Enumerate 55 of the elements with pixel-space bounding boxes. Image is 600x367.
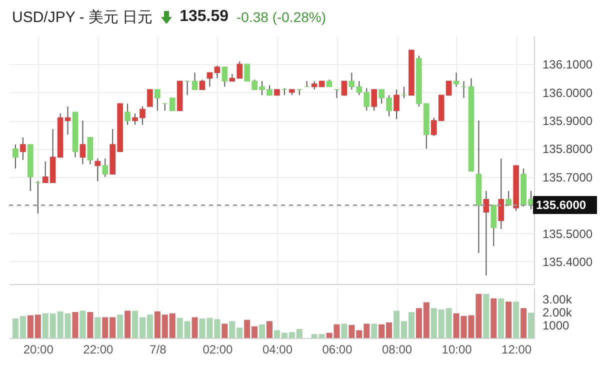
candlestick	[401, 86, 407, 98]
candlestick	[453, 72, 460, 88]
candlestick	[199, 79, 206, 90]
candlestick	[124, 103, 130, 126]
x-tick-label: 12:00	[502, 342, 532, 356]
candlestick	[192, 72, 198, 90]
y-tick-label: 1000	[542, 318, 570, 333]
candlestick	[147, 89, 153, 107]
candlestick	[169, 98, 176, 112]
candlestick	[483, 190, 490, 276]
candlestick	[206, 72, 213, 88]
candlestick	[12, 144, 18, 169]
y-tick-label: 135.9000	[542, 114, 593, 128]
y-tick-label: 136.0000	[542, 86, 593, 100]
candlestick	[80, 120, 86, 165]
candlestick	[371, 89, 378, 112]
candlestick	[394, 89, 400, 120]
candlestick	[64, 106, 71, 136]
y-tick-label: 135.5000	[542, 226, 593, 241]
x-tick-label: 04:00	[262, 342, 293, 356]
candlestick	[184, 80, 190, 96]
chart-subtitle: 135.59	[180, 8, 229, 26]
candlestick	[214, 65, 220, 79]
candlestick	[341, 80, 348, 96]
candlestick	[348, 72, 355, 90]
y-tick-label: 135.7000	[542, 170, 593, 184]
candlestick	[87, 136, 94, 165]
chart-title: USD/JPY - 美元 日元	[12, 8, 153, 26]
candlestick	[94, 158, 101, 182]
candlestick	[154, 89, 160, 112]
candlestick	[460, 80, 467, 98]
candlestick	[34, 180, 41, 214]
candlestick	[304, 80, 310, 88]
text: -0.38 (-0.28%)	[236, 9, 326, 25]
x-tick-label: 10:00	[442, 342, 472, 356]
x-tick-label: 7/8	[150, 342, 167, 356]
x-tick-label: 02:00	[202, 342, 234, 356]
y-tick-label: 135.8000	[542, 142, 593, 156]
candlestick	[102, 158, 108, 178]
y-tick-label: 3.00k	[542, 292, 573, 307]
candlestick	[20, 136, 26, 160]
candlestick	[162, 103, 168, 112]
candlestick	[506, 190, 512, 206]
x-tick-label: 08:00	[382, 342, 412, 356]
y-tick-label: 135.4000	[542, 254, 593, 269]
candlestick	[498, 158, 504, 230]
candlestick	[490, 204, 497, 246]
candlestick	[222, 66, 228, 88]
x-tick-label: 06:00	[322, 342, 353, 356]
x-tick-label: 20:00	[23, 342, 54, 356]
y-tick-label: 2.00k	[542, 306, 573, 320]
ref-line-label: 135.6000	[533, 196, 597, 214]
candlestick	[334, 89, 340, 98]
x-tick-label: 22:00	[83, 342, 114, 356]
y-tick-label: 136.1000	[542, 58, 593, 72]
